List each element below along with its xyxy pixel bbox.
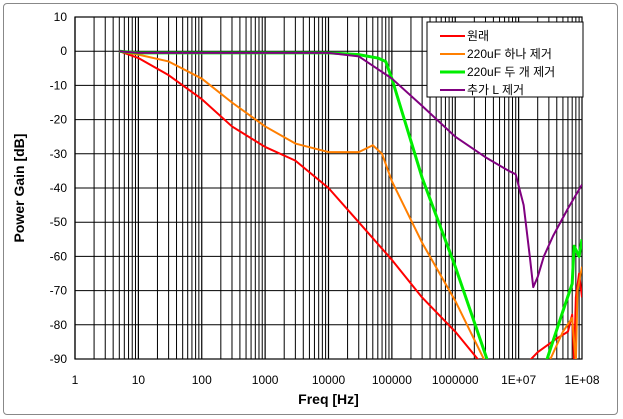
- chart-frame: [3, 3, 618, 415]
- legend-label: 원래: [467, 29, 489, 43]
- x-tick-label: 10: [132, 373, 146, 387]
- x-tick-label: 100: [192, 373, 212, 387]
- legend-label: 추가 L 제거: [467, 83, 524, 97]
- y-tick-label: -80: [50, 318, 68, 332]
- legend-box: [426, 21, 584, 98]
- y-tick-label: -50: [50, 215, 68, 229]
- series-line-2: [549, 266, 582, 359]
- x-tick-label: 1E+07: [501, 373, 536, 387]
- y-tick-label: -70: [50, 284, 68, 298]
- y-tick-label: -20: [50, 113, 68, 127]
- series-line-2: [119, 50, 485, 359]
- plot-area-border: [74, 16, 583, 360]
- x-tick-label: 10000: [312, 373, 346, 387]
- series-line-1: [118, 50, 479, 359]
- x-tick-label: 1E+08: [564, 373, 599, 387]
- y-tick-label: -40: [50, 181, 68, 195]
- y-tick-label: -10: [50, 78, 68, 92]
- y-tick-label: -90: [50, 352, 68, 366]
- y-tick-label: -60: [50, 249, 68, 263]
- series-group: [118, 49, 582, 359]
- x-tick-label: 100000: [372, 373, 412, 387]
- x-tick-label: 1000000: [432, 373, 479, 387]
- legend-label: 220uF 두 개 제거: [467, 65, 555, 79]
- series-line-4: [119, 50, 582, 289]
- y-tick-label: -30: [50, 147, 68, 161]
- x-axis-label: Freq [Hz]: [298, 391, 359, 407]
- y-axis-label: Power Gain [dB]: [11, 134, 27, 243]
- legend-label: 220uF 하나 제거: [467, 47, 552, 61]
- series-line-3: [545, 239, 582, 359]
- y-tick-label: 0: [60, 44, 67, 58]
- y-tick-label: 10: [54, 10, 68, 24]
- series-line-1: [529, 272, 582, 359]
- x-tick-label: 1000: [252, 373, 279, 387]
- x-tick-label: 1: [72, 373, 79, 387]
